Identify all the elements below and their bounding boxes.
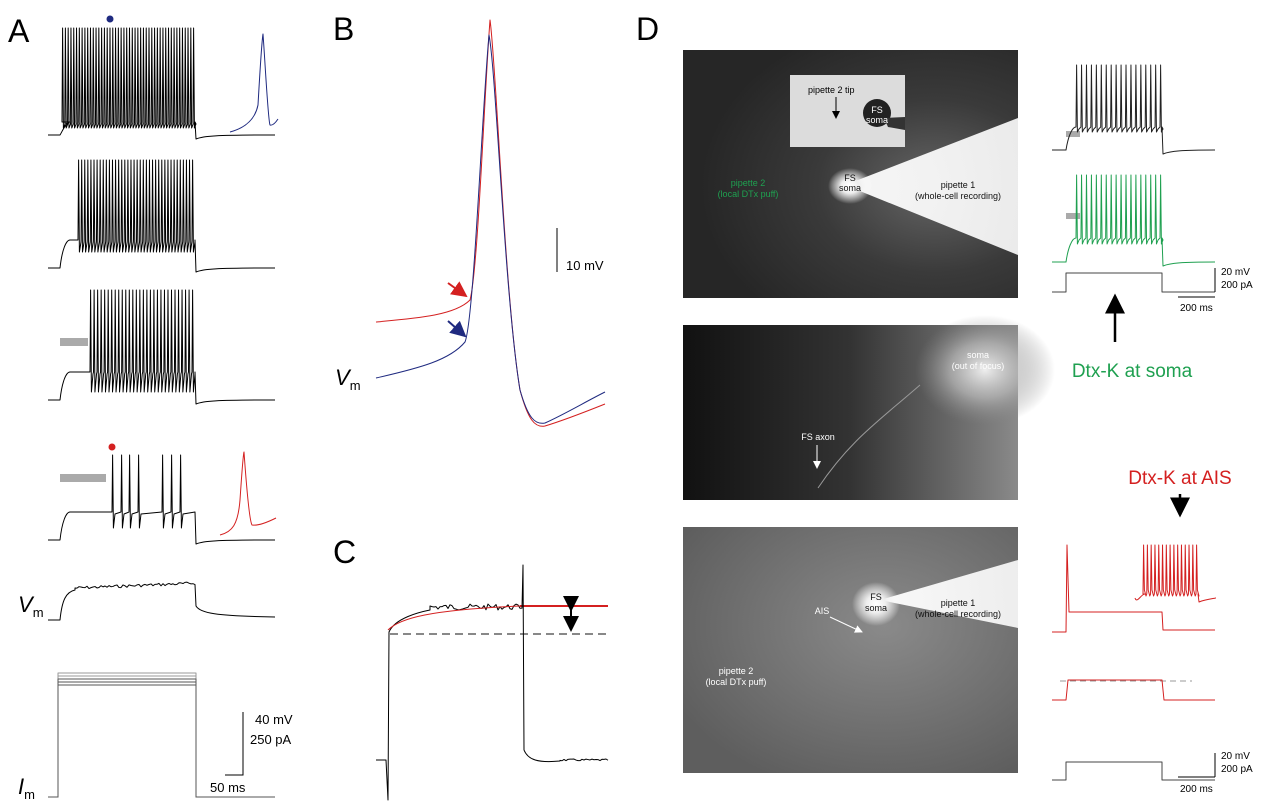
image-label: (local DTx puff) <box>718 189 779 199</box>
image-label: soma <box>865 603 887 613</box>
condition-label: Dtx-K at AIS <box>1128 468 1231 489</box>
trace <box>1052 545 1215 632</box>
im-label: Im <box>18 774 35 802</box>
condition-label: Dtx-K at soma <box>1072 361 1193 382</box>
image-label: (whole-cell recording) <box>915 609 1001 619</box>
trace <box>376 565 608 800</box>
image-label: pipette 2 <box>731 178 766 188</box>
image-label: soma <box>866 115 888 125</box>
arrow <box>448 283 466 296</box>
subscript: m <box>33 605 44 620</box>
trace <box>1052 65 1215 154</box>
scale-label: 40 mV <box>255 712 293 727</box>
image-label: pipette 2 <box>719 666 754 676</box>
image-label: soma <box>967 350 989 360</box>
vm-label: Vm <box>18 592 44 620</box>
trace <box>1052 175 1215 266</box>
command-step <box>48 673 275 797</box>
image-label: pipette 2 tip <box>808 85 855 95</box>
inset-spike <box>230 34 278 132</box>
scale-label: 200 ms <box>1180 303 1213 314</box>
scale-label: 250 pA <box>250 732 292 747</box>
trace <box>48 582 275 620</box>
image-label: FS axon <box>801 432 835 442</box>
fit-curve <box>388 606 520 630</box>
image-label: (local DTx puff) <box>706 677 767 687</box>
trace-blue <box>376 35 605 423</box>
image-label: (whole-cell recording) <box>915 191 1001 201</box>
scale-label: 10 mV <box>566 258 604 273</box>
trace <box>48 290 275 404</box>
image-label: (out of focus) <box>952 361 1005 371</box>
inset-spike <box>220 452 276 535</box>
image-label: soma <box>839 183 861 193</box>
vm-label: Vm <box>335 365 361 393</box>
panel-label: B <box>333 11 354 47</box>
image-label: FS <box>871 105 883 115</box>
scale-label: 20 mV <box>1221 267 1250 278</box>
image-2: FS axon soma (out of focus) <box>683 315 1055 500</box>
trace <box>1052 680 1215 700</box>
scale-label: 200 pA <box>1221 764 1253 775</box>
panel-label: A <box>8 13 30 49</box>
arrow <box>448 321 465 336</box>
image-label: FS <box>870 592 882 602</box>
image-label: pipette 1 <box>941 598 976 608</box>
current-bar <box>60 338 88 346</box>
image-label: pipette 1 <box>941 180 976 190</box>
figure: A B C D Vm Im 40 mV 250 pA 50 ms 10 mV V… <box>0 0 1265 802</box>
panel-label: C <box>333 534 356 570</box>
panel-label: D <box>636 11 659 47</box>
trace-red <box>376 20 605 426</box>
image-3: AIS FS soma pipette 2 (local DTx puff) p… <box>683 527 1018 773</box>
current-bar <box>60 474 106 482</box>
scale-label: 200 ms <box>1180 784 1213 795</box>
scale-label: 200 pA <box>1221 280 1253 291</box>
scale-label: 20 mV <box>1221 751 1250 762</box>
image-1: pipette 2 tip FS soma FS soma pipette 2 … <box>683 50 1018 298</box>
command-step <box>48 676 275 797</box>
subscript: m <box>24 787 35 802</box>
current-bar <box>1066 213 1080 219</box>
marker-dot <box>107 16 114 23</box>
image-label: AIS <box>815 606 830 616</box>
trace <box>1135 545 1215 602</box>
micrograph <box>683 527 1018 773</box>
image-label: FS <box>844 173 856 183</box>
scale-bar <box>225 712 243 775</box>
marker-dot <box>109 444 116 451</box>
subscript: m <box>350 378 361 393</box>
trace <box>48 28 275 139</box>
command-step <box>1052 273 1215 292</box>
scale-label: 50 ms <box>210 780 246 795</box>
trace <box>48 160 275 272</box>
trace <box>48 455 275 544</box>
